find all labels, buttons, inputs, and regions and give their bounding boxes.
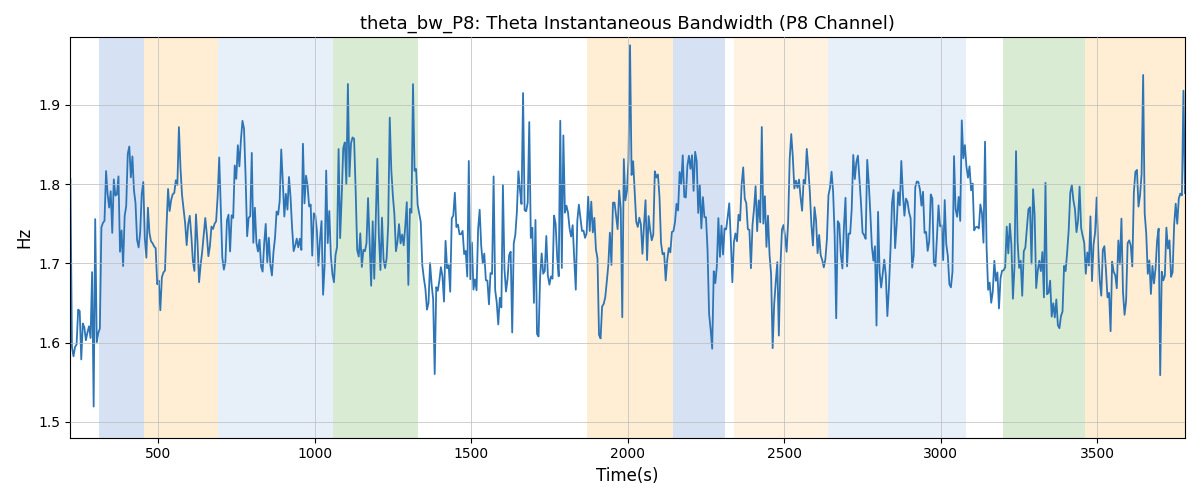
Bar [1085, 38, 1186, 438]
Title: theta_bw_P8: Theta Instantaneous Bandwidth (P8 Channel): theta_bw_P8: Theta Instantaneous Bandwid… [360, 15, 895, 34]
Y-axis label: Hz: Hz [14, 227, 32, 248]
Bar [734, 38, 828, 438]
Bar [673, 38, 725, 438]
X-axis label: Time(s): Time(s) [596, 467, 659, 485]
Bar [1003, 38, 1085, 438]
Bar [98, 38, 144, 438]
Bar [828, 38, 900, 438]
Bar [900, 38, 966, 438]
Bar [587, 38, 673, 438]
Bar [144, 38, 217, 438]
Bar [334, 38, 418, 438]
Bar [217, 38, 334, 438]
